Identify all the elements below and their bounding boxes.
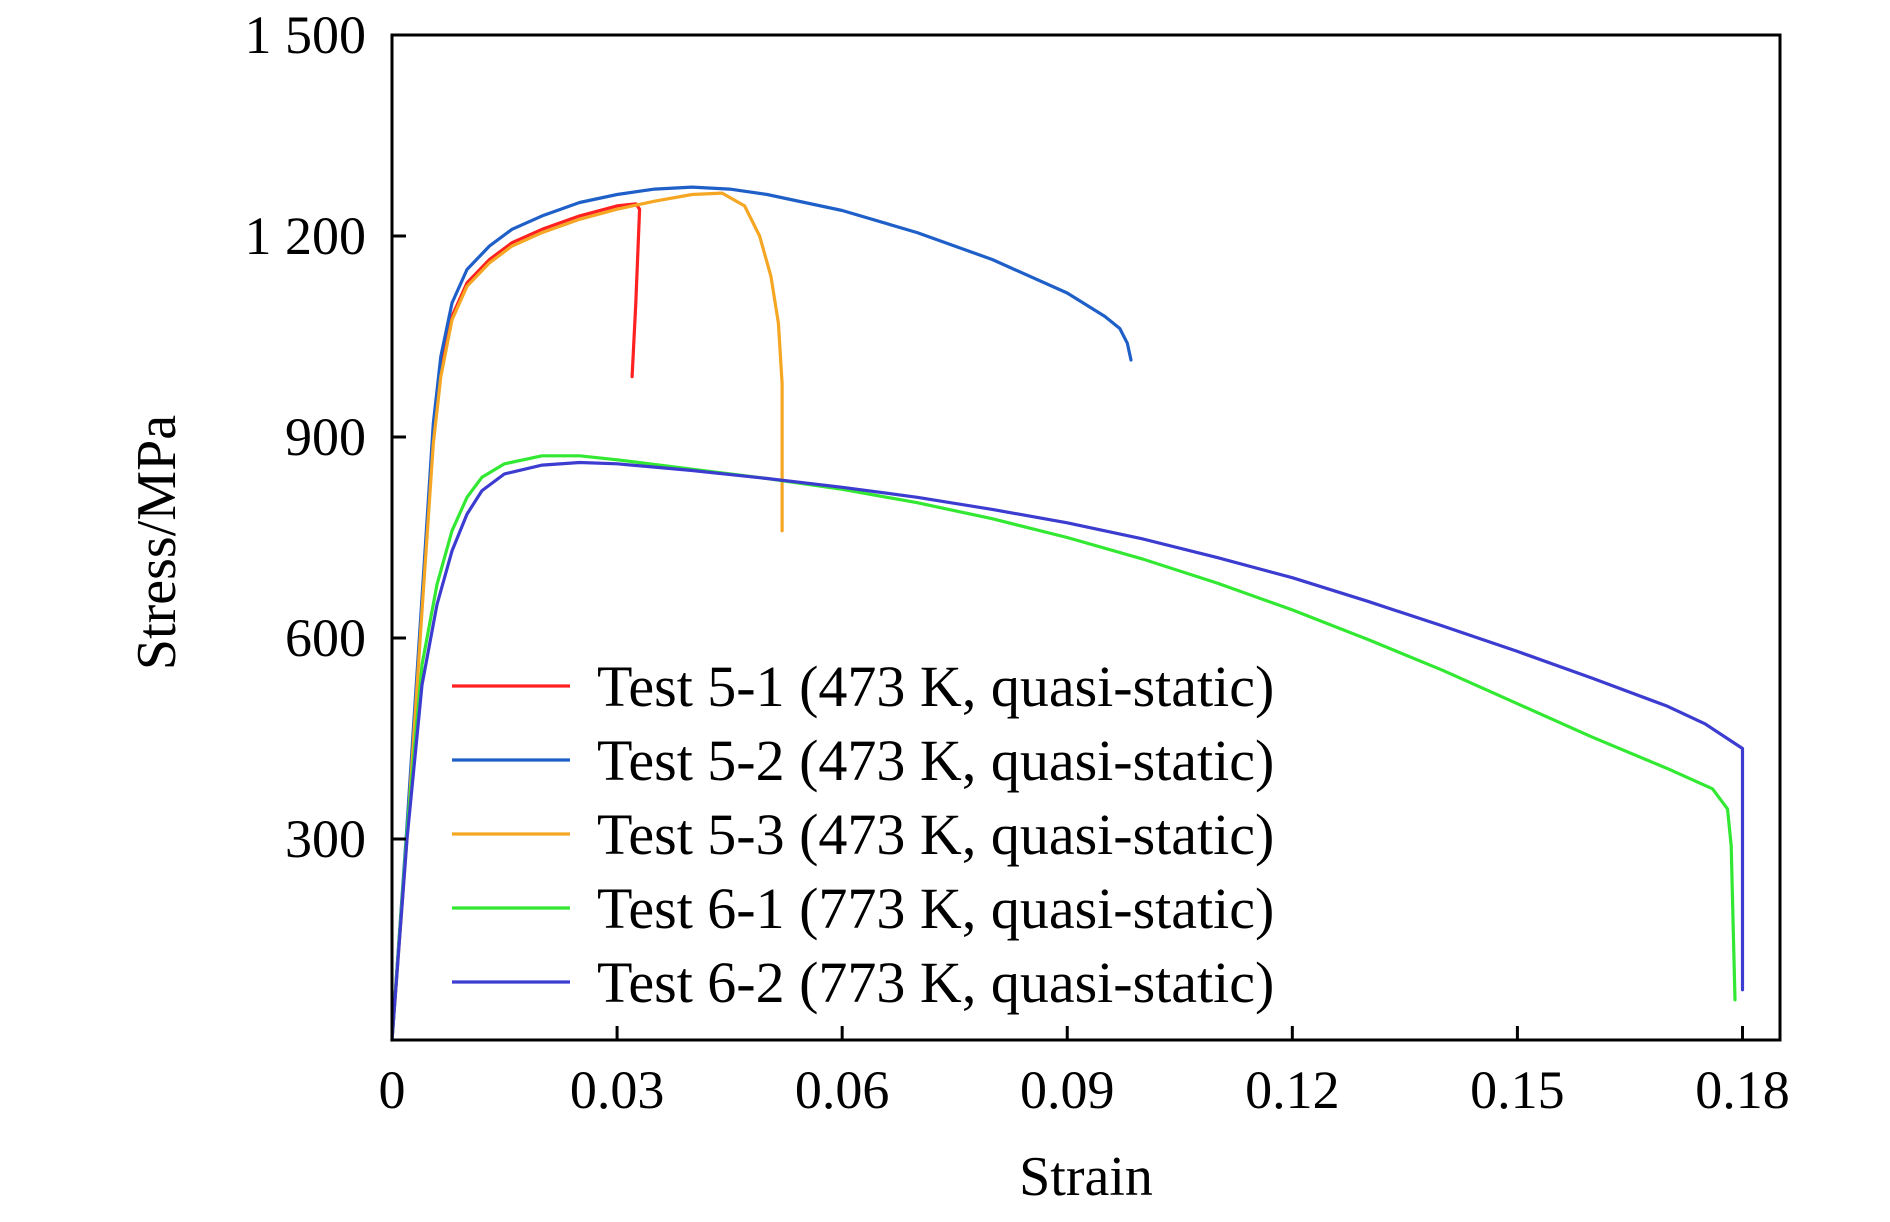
series-layer <box>390 185 1745 1042</box>
y-axis-title: Stress/MPa <box>126 415 188 670</box>
x-tick-label: 0.12 <box>1245 1060 1340 1120</box>
x-tick-label: 0.03 <box>570 1060 665 1120</box>
legend-label-1: Test 5-1 (473 K, quasi-static) <box>597 654 1274 719</box>
x-tick-label: 0.15 <box>1470 1060 1565 1120</box>
x-axis-title: Strain <box>1019 1146 1153 1208</box>
y-tick-label: 600 <box>285 608 366 668</box>
series-line-3 <box>390 191 784 1042</box>
ticks-layer: 0 0.03 0.06 0.09 0.12 0.15 0.18 300 600 900 1 200 1… <box>245 5 1790 1120</box>
y-tick-label: 300 <box>285 809 366 869</box>
legend-label-3: Test 5-3 (473 K, quasi-static) <box>597 802 1274 867</box>
x-tick-label: 0.09 <box>1020 1060 1115 1120</box>
y-tick-label: 1 200 <box>245 206 367 266</box>
legend-label-2: Test 5-2 (473 K, quasi-static) <box>597 728 1274 793</box>
legend: Test 5-1 (473 K, quasi-static) Test 5-2 (… <box>452 654 1274 1015</box>
series-line-5 <box>390 460 1745 1042</box>
x-tick-label: 0 <box>379 1060 406 1120</box>
x-tick-label: 0.06 <box>795 1060 890 1120</box>
y-tick-label: 1 500 <box>245 5 367 65</box>
x-tick-label: 0.18 <box>1695 1060 1790 1120</box>
plot-frame <box>390 33 1782 1042</box>
legend-label-4: Test 6-1 (773 K, quasi-static) <box>597 876 1274 941</box>
y-tick-label: 900 <box>285 407 366 467</box>
series-line-4 <box>390 454 1737 1042</box>
series-line-2 <box>390 185 1133 1042</box>
legend-label-5: Test 6-2 (773 K, quasi-static) <box>597 950 1274 1015</box>
